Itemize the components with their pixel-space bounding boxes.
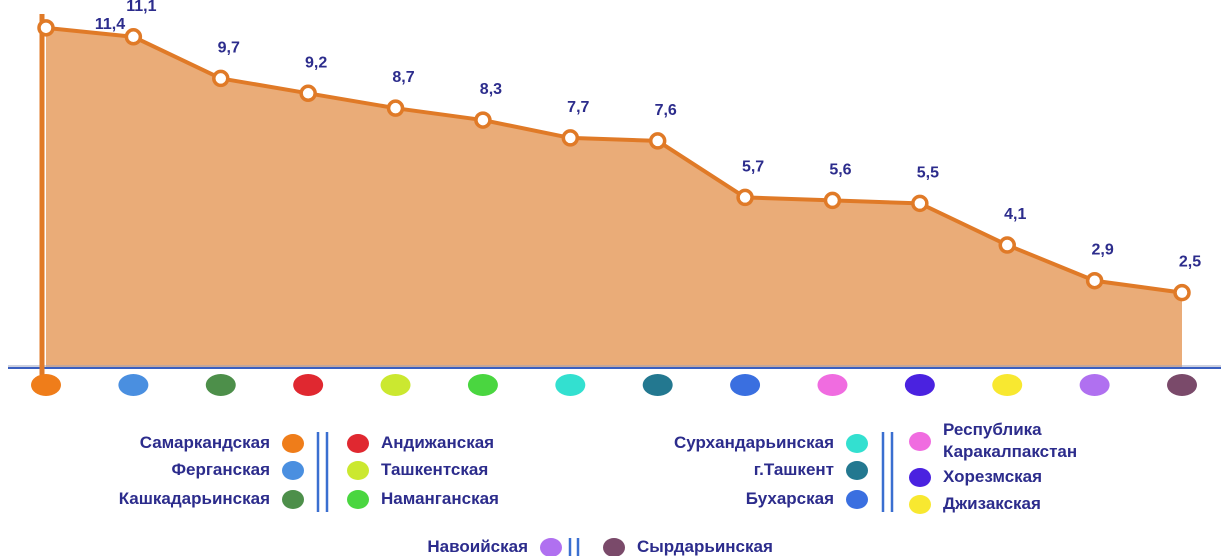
point: [736, 188, 754, 207]
legend-label: Андижанская: [381, 433, 495, 452]
legend-label: Республика Каракалпакстан: [943, 420, 1078, 461]
point: [823, 191, 842, 210]
category-marker: [31, 374, 61, 396]
value-label: 9,7: [218, 39, 240, 56]
legend-label: Ферганская: [171, 460, 271, 479]
category-marker: [380, 374, 411, 396]
value-label: 2,9: [1091, 242, 1113, 259]
legend-item: Кашкадарьинская: [119, 489, 304, 509]
legend-item: Навоийская: [427, 537, 562, 556]
area-fill: [46, 27, 1182, 367]
value-label: 5,5: [917, 164, 939, 181]
point: [1085, 271, 1104, 290]
category-marker: [467, 374, 498, 396]
legend-swatch: [282, 460, 304, 480]
value-label: 7,6: [655, 102, 677, 119]
legend-label: Сурхандарьинская: [674, 433, 834, 452]
legend-item: Джизакская: [909, 494, 1041, 514]
legend-item: Бухарская: [746, 489, 868, 509]
legend-label: Бухарская: [745, 489, 834, 508]
legend-label: Кашкадарьинская: [118, 489, 270, 508]
point: [474, 111, 492, 129]
legend-item: Андижанская: [347, 433, 494, 453]
category-marker: [1079, 374, 1110, 396]
legend-item: Сурхандарьинская: [674, 433, 868, 453]
point: [998, 236, 1016, 254]
category-marker: [205, 374, 236, 396]
legend-label: Хорезмская: [943, 467, 1043, 486]
legend-label: Джизакская: [943, 494, 1041, 513]
value-label: 5,7: [742, 158, 764, 175]
value-label: 8,7: [392, 69, 414, 86]
point: [124, 28, 143, 46]
legend-item: Хорезмская: [909, 467, 1042, 487]
legend-item: Республика Каракалпакстан: [909, 419, 1153, 463]
legend-item: Сырдарьинская: [603, 537, 773, 556]
legend-swatch: [846, 489, 868, 509]
point: [299, 84, 317, 103]
category-marker: [817, 374, 848, 396]
category-marker: [730, 374, 761, 396]
legend-swatch: [603, 537, 625, 556]
legend-swatch: [909, 494, 931, 514]
legend-item: Самаркандская: [140, 433, 304, 453]
category-marker: [904, 374, 935, 396]
point: [561, 129, 580, 147]
legend-label: Наманганская: [381, 489, 499, 508]
legend-swatch: [846, 433, 868, 453]
point: [911, 194, 929, 213]
legend-swatch: [282, 489, 304, 509]
legend-label: г.Ташкент: [753, 460, 834, 479]
legend-swatch: [909, 467, 931, 487]
legend-swatch: [347, 460, 369, 480]
value-label: 8,3: [480, 81, 502, 98]
value-label: 7,7: [567, 99, 589, 116]
legend-item: Наманганская: [347, 489, 499, 509]
value-label: 4,1: [1004, 206, 1026, 223]
value-label: 11,1: [126, 0, 156, 15]
value-label: 5,6: [829, 161, 851, 178]
legend-swatch: [540, 537, 562, 556]
legend-label: Навоийская: [427, 537, 528, 556]
legend-swatch: [282, 433, 304, 453]
point: [648, 132, 667, 150]
category-marker: [118, 374, 149, 396]
legend-item: Ферганская: [171, 460, 304, 480]
legend-label: Сырдарьинская: [637, 537, 773, 556]
line: [45, 25, 1183, 295]
legend-label: Самаркандская: [139, 433, 270, 452]
category-marker: [992, 374, 1023, 396]
point: [212, 69, 230, 88]
legend-separators: [316, 432, 894, 556]
legend-swatch: [846, 460, 868, 480]
point: [1173, 283, 1191, 302]
legend-label: Ташкентская: [381, 460, 489, 479]
legend-swatch: [347, 433, 369, 453]
value-label: 2,5: [1179, 254, 1201, 271]
legend-item: Ташкентская: [347, 460, 488, 480]
point: [37, 19, 55, 37]
legend-item: г.Ташкент: [754, 460, 868, 480]
category-marker: [642, 374, 673, 396]
category-marker: [293, 374, 324, 396]
legend-swatch: [347, 489, 369, 509]
category-marker: [1167, 374, 1197, 396]
value-label: 9,2: [305, 54, 327, 71]
legend-swatch: [909, 431, 931, 451]
value-label: 11,4: [95, 16, 125, 33]
point: [386, 99, 405, 117]
category-marker: [555, 374, 586, 396]
